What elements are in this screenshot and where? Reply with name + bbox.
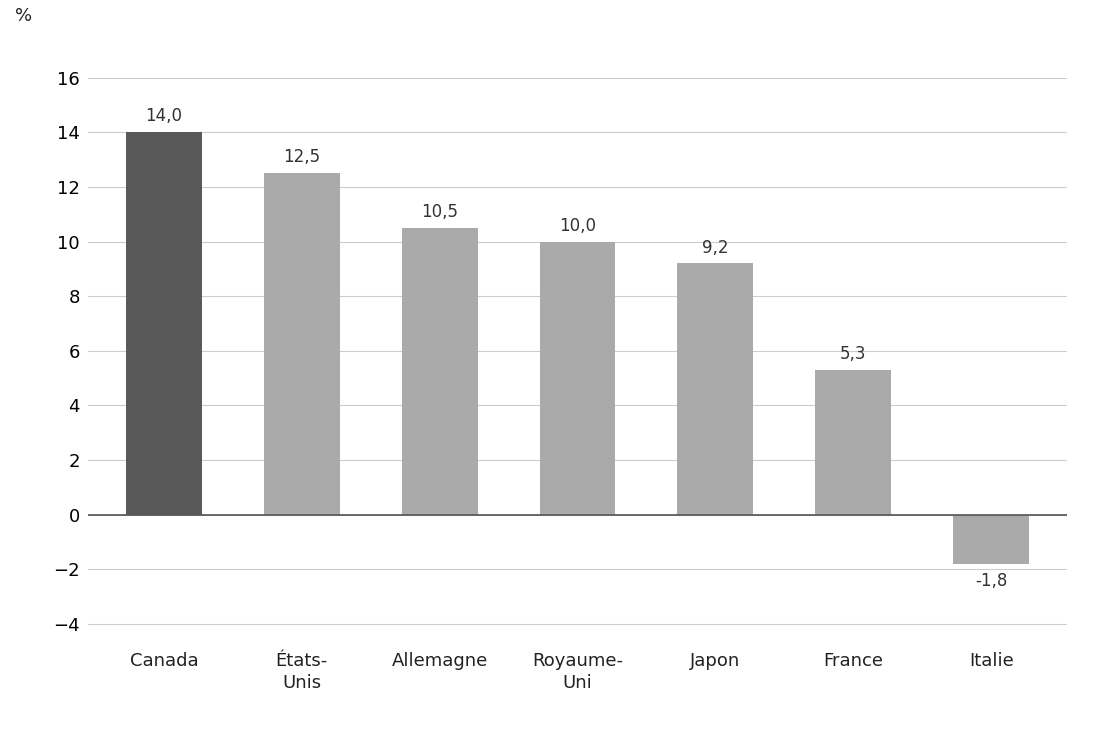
Bar — [815, 370, 891, 515]
Text: 5,3: 5,3 — [840, 345, 867, 363]
Bar — [402, 228, 477, 515]
Text: 9,2: 9,2 — [702, 238, 728, 257]
Bar — [125, 132, 201, 515]
Bar — [954, 515, 1030, 564]
Text: 12,5: 12,5 — [283, 148, 320, 166]
Text: 14,0: 14,0 — [145, 108, 183, 125]
Text: 10,5: 10,5 — [421, 203, 458, 221]
Text: -1,8: -1,8 — [975, 572, 1008, 590]
Text: 10,0: 10,0 — [559, 217, 596, 235]
Bar — [678, 263, 754, 515]
Bar — [540, 242, 615, 515]
Bar — [264, 173, 340, 515]
Text: %: % — [14, 7, 32, 25]
